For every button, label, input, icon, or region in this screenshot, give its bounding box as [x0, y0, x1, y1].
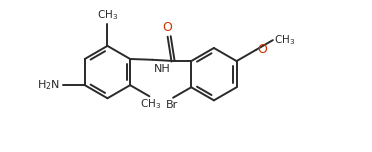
Text: O: O — [257, 43, 267, 56]
Text: CH$_3$: CH$_3$ — [97, 9, 118, 22]
Text: CH$_3$: CH$_3$ — [140, 98, 161, 111]
Text: CH$_3$: CH$_3$ — [274, 33, 295, 47]
Text: H$_2$N: H$_2$N — [37, 78, 60, 92]
Text: Br: Br — [166, 100, 178, 110]
Text: O: O — [162, 21, 172, 34]
Text: NH: NH — [154, 64, 170, 74]
